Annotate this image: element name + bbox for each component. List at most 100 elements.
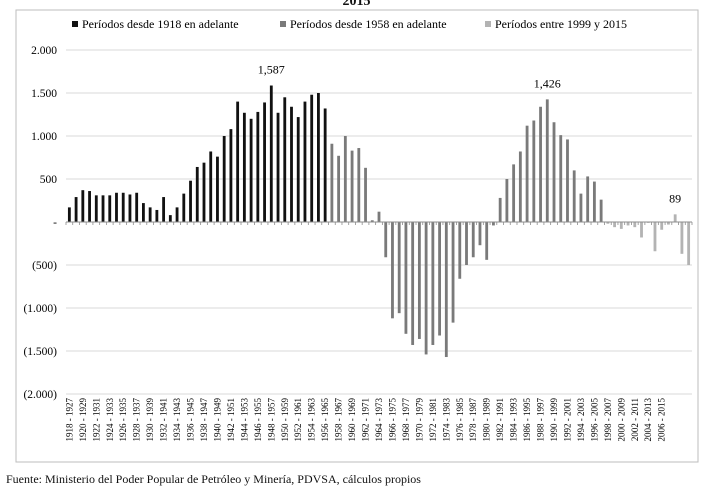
bar	[202, 162, 206, 222]
x-tick-label: 2000 - 2009	[616, 398, 626, 442]
bar	[67, 207, 71, 222]
bar	[579, 193, 583, 222]
bar	[182, 193, 186, 222]
bar	[633, 222, 637, 228]
x-tick-label: 1960 - 1969	[347, 398, 357, 442]
bar	[88, 191, 91, 222]
bar	[81, 190, 85, 222]
x-tick-label: 1926 - 1935	[118, 398, 128, 442]
bar	[148, 207, 152, 222]
bar	[283, 97, 287, 222]
bar	[303, 101, 307, 222]
x-tick-label: 1954 - 1963	[307, 398, 317, 442]
bar	[599, 199, 603, 222]
bar	[290, 106, 293, 222]
bar	[310, 94, 314, 222]
bar	[384, 222, 388, 258]
x-tick-label: 1938 - 1947	[199, 398, 209, 442]
bar	[640, 222, 643, 238]
bar	[350, 150, 354, 222]
bar	[189, 180, 192, 222]
plot-frame	[15, 9, 699, 463]
x-tick-label: 1972 - 1981	[428, 398, 438, 442]
bar	[195, 166, 199, 222]
y-axis: 2.000 1.500 1.000 500 - (500) (1.000) (1.500) (2…	[23, 45, 57, 401]
x-tick-label: 1918 - 1927	[64, 398, 74, 442]
bar	[155, 209, 159, 222]
bar	[566, 139, 569, 222]
legend-swatch	[485, 21, 491, 27]
bar	[74, 197, 78, 222]
bar	[451, 222, 455, 323]
bar	[141, 203, 145, 222]
bar	[431, 222, 435, 345]
x-tick-label: 1932 - 1941	[159, 398, 169, 442]
bar	[343, 136, 347, 222]
source-note: Fuente: Ministerio del Poder Popular de …	[6, 472, 421, 486]
x-tick-label: 2006 - 2015	[657, 398, 667, 442]
x-tick-label: 1930 - 1939	[145, 398, 155, 442]
bar	[404, 222, 408, 334]
x-tick-label: 1988 - 1997	[536, 398, 546, 442]
x-tick-label: 1946 - 1955	[253, 398, 263, 442]
x-tick-label: 1980 - 1989	[482, 398, 492, 442]
bar	[242, 112, 246, 222]
bar	[128, 194, 132, 222]
bar	[424, 222, 428, 355]
bar	[592, 181, 596, 222]
x-tick-label: 1928 - 1937	[132, 398, 142, 442]
bar	[370, 220, 374, 222]
chart-title-fragment: 2015	[342, 0, 371, 9]
bar	[505, 179, 509, 222]
y-tick-label: (1.500)	[23, 346, 57, 358]
y-tick-label: 1.000	[31, 131, 57, 143]
x-tick-label: 1924 - 1933	[105, 398, 115, 442]
bar	[492, 222, 495, 226]
bar	[222, 136, 226, 222]
bar	[525, 125, 529, 222]
bar	[364, 167, 367, 222]
bar	[269, 85, 273, 222]
bar	[175, 207, 179, 222]
bars	[67, 85, 691, 358]
bar	[485, 222, 489, 260]
bar	[512, 164, 516, 222]
bar	[518, 151, 522, 222]
bar	[236, 101, 240, 222]
x-tick-label: 1940 - 1949	[212, 398, 222, 442]
bar	[108, 195, 112, 222]
x-tick-label: 1956 - 1965	[320, 398, 330, 442]
bar	[229, 129, 233, 222]
x-tick-label: 1994 - 2003	[576, 398, 586, 442]
x-tick-label: 1990 - 1999	[549, 398, 559, 442]
x-tick-label: 1964 - 1973	[374, 398, 384, 442]
x-tick-label: 1982 - 1991	[495, 398, 505, 442]
x-tick-label: 1986 - 1995	[522, 398, 532, 442]
bar	[121, 192, 125, 222]
bar	[101, 195, 105, 222]
x-tick-label: 1950 - 1959	[280, 398, 290, 442]
y-tick-label: 500	[40, 174, 58, 186]
bar	[296, 117, 300, 222]
y-tick-label: 2.000	[31, 45, 57, 57]
bar	[256, 111, 260, 222]
bar	[458, 222, 462, 279]
data-label: 89	[669, 191, 681, 205]
y-tick-label: (2.000)	[23, 389, 57, 401]
bar	[323, 108, 327, 222]
bar	[337, 155, 341, 222]
bar	[317, 93, 320, 222]
bar	[115, 192, 118, 222]
x-axis: 1918 - 1927 1920 - 1929 1922 - 1931 1924 - …	[64, 398, 666, 442]
x-tick-label: 1962 - 1971	[361, 398, 371, 442]
x-tick-label: 1996 - 2005	[589, 398, 599, 442]
legend: Períodos desde 1918 en adelante Períodos …	[72, 17, 627, 31]
bar	[653, 222, 657, 252]
bar	[465, 222, 468, 265]
x-tick-label: 1952 - 1961	[293, 398, 303, 442]
x-tick-label: 1944 - 1953	[239, 398, 249, 442]
x-tick-label: 1998 - 2007	[603, 398, 613, 442]
bar	[263, 102, 266, 222]
x-tick-label: 1974 - 1983	[441, 398, 451, 442]
